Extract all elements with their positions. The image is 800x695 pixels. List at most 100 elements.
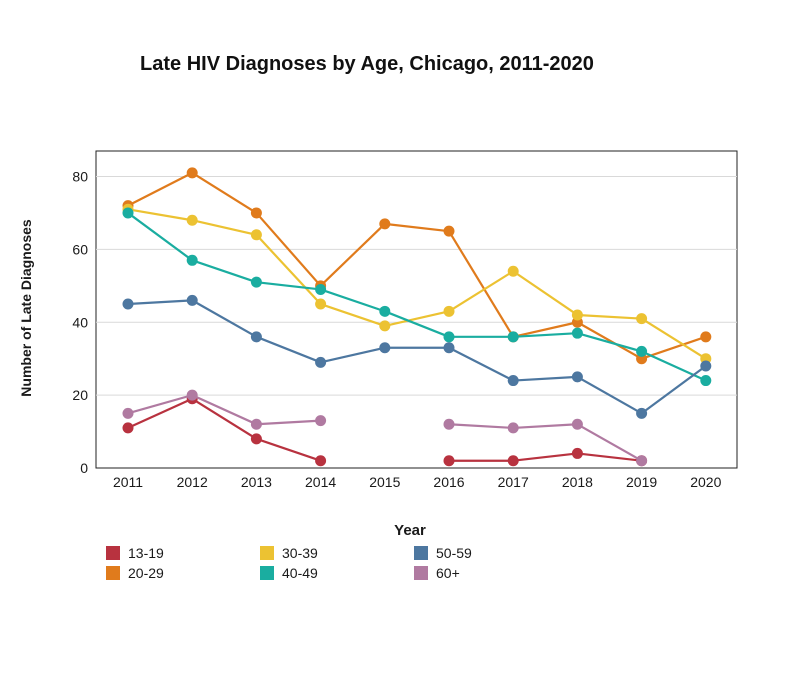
data-point	[571, 371, 583, 383]
series-line	[127, 171, 707, 360]
data-point	[571, 309, 583, 321]
series-line	[127, 397, 321, 462]
legend-swatch	[414, 546, 428, 560]
data-point	[443, 342, 455, 354]
y-tick-label: 20	[72, 387, 88, 403]
legend-item: 50-59	[414, 545, 472, 561]
legend-swatch	[106, 546, 120, 560]
data-point	[250, 418, 262, 430]
data-point	[315, 298, 327, 310]
legend-label: 60+	[436, 565, 460, 581]
chart-title: Late HIV Diagnoses by Age, Chicago, 2011…	[140, 53, 594, 75]
data-point	[507, 265, 519, 277]
data-point	[186, 167, 198, 179]
x-tick-label: 2014	[305, 474, 336, 490]
data-point	[122, 298, 134, 310]
x-tick-label: 2011	[113, 474, 143, 490]
data-point	[315, 455, 327, 467]
x-tick-label: 2013	[241, 474, 272, 490]
data-point	[636, 407, 648, 419]
data-point	[379, 305, 391, 317]
x-tick-label: 2018	[562, 474, 593, 490]
x-tick-label: 2019	[626, 474, 657, 490]
series-50-59	[122, 294, 712, 419]
series-30-39	[122, 203, 712, 365]
series-13-19	[122, 393, 648, 467]
data-point	[250, 276, 262, 288]
series-line	[127, 208, 707, 360]
data-point	[122, 422, 134, 434]
y-tick-label: 0	[80, 460, 88, 476]
data-point	[636, 313, 648, 325]
x-tick-label: 2017	[498, 474, 529, 490]
legend-label: 20-29	[128, 565, 164, 581]
data-point	[250, 229, 262, 241]
data-point	[571, 327, 583, 339]
y-tick-label: 40	[72, 314, 88, 330]
x-tick-label: 2020	[690, 474, 721, 490]
y-tick-label: 60	[72, 241, 88, 257]
data-point	[250, 331, 262, 343]
data-point	[443, 331, 455, 343]
data-point	[379, 342, 391, 354]
y-axis-label: Number of Late Diagnoses	[18, 219, 34, 397]
series-line	[127, 299, 707, 415]
data-point	[186, 254, 198, 266]
legend-swatch	[260, 546, 274, 560]
x-axis-label: Year	[394, 522, 426, 539]
data-point	[379, 320, 391, 332]
data-point	[507, 375, 519, 387]
plot-area	[95, 150, 738, 469]
data-point	[443, 225, 455, 237]
data-point	[571, 447, 583, 459]
legend-item: 40-49	[260, 565, 318, 581]
data-point	[443, 418, 455, 430]
data-point	[122, 207, 134, 219]
data-point	[636, 455, 648, 467]
legend-item: 20-29	[106, 565, 164, 581]
data-point	[122, 407, 134, 419]
data-point	[700, 331, 712, 343]
data-point	[507, 331, 519, 343]
data-point	[315, 283, 327, 295]
data-point	[315, 356, 327, 368]
data-point	[700, 375, 712, 387]
x-axis-ticks: 2011 2012 2013 2014 2015 2016 2017 2018 2019 2020	[113, 474, 722, 490]
series-60+	[122, 389, 648, 467]
data-point	[250, 207, 262, 219]
legend-label: 30-39	[282, 545, 318, 561]
legend-item: 30-39	[260, 545, 318, 561]
x-tick-label: 2012	[177, 474, 208, 490]
data-point	[571, 418, 583, 430]
data-point	[507, 455, 519, 467]
gridlines	[96, 176, 737, 396]
y-axis-ticks: 0 20 40 60 80	[72, 169, 88, 476]
y-tick-label: 80	[72, 169, 88, 185]
series-line	[448, 423, 643, 462]
legend-item: 60+	[414, 565, 460, 581]
data-point	[507, 422, 519, 434]
series-group	[122, 167, 712, 467]
series-line	[127, 394, 321, 426]
data-point	[186, 389, 198, 401]
data-point	[186, 294, 198, 306]
series-line	[127, 212, 707, 382]
data-point	[250, 433, 262, 445]
series-40-49	[122, 207, 712, 387]
data-point	[186, 214, 198, 226]
legend-label: 50-59	[436, 545, 472, 561]
data-point	[443, 455, 455, 467]
data-point	[636, 345, 648, 357]
data-point	[700, 360, 712, 372]
data-point	[379, 218, 391, 230]
data-point	[315, 415, 327, 427]
x-tick-label: 2015	[369, 474, 400, 490]
legend-swatch	[106, 566, 120, 580]
series-line	[449, 452, 642, 462]
legend-swatch	[414, 566, 428, 580]
legend-label: 13-19	[128, 545, 164, 561]
legend-swatch	[260, 566, 274, 580]
data-point	[443, 305, 455, 317]
legend-item: 13-19	[106, 545, 164, 561]
